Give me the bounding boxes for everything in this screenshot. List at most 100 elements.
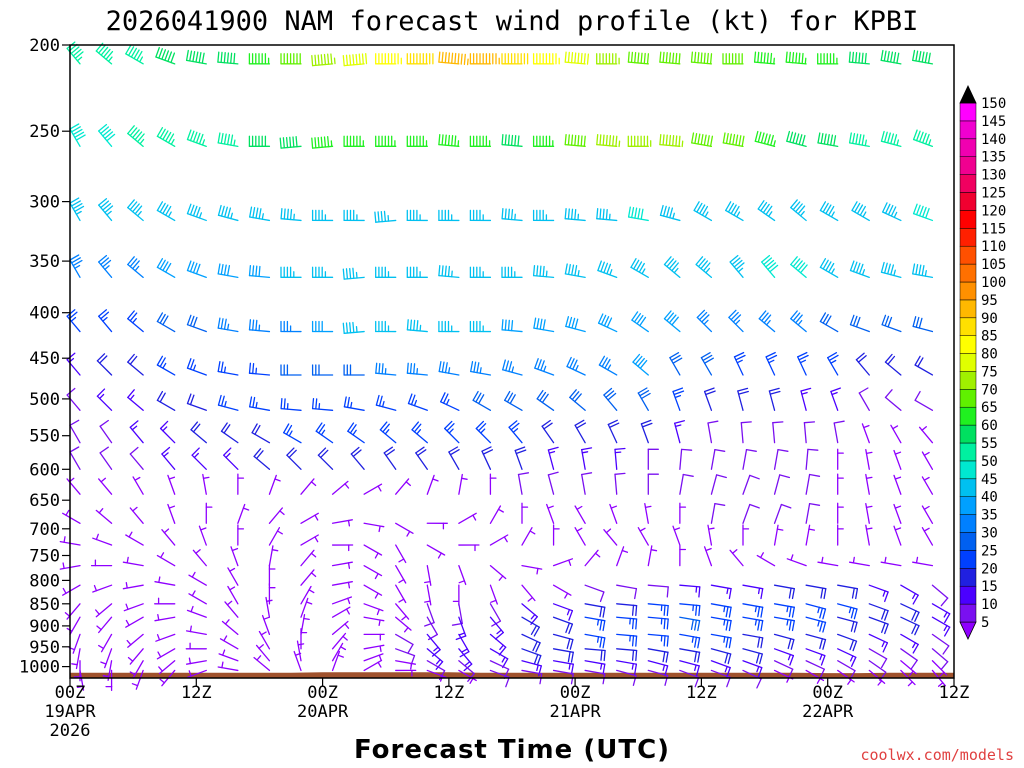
wind-barb	[268, 507, 285, 524]
wind-barb	[395, 603, 410, 621]
wind-barb	[129, 446, 144, 470]
legend-label: 120	[981, 203, 1006, 219]
wind-barb	[827, 352, 839, 376]
legend-swatch	[959, 138, 977, 157]
legend-swatch	[959, 192, 977, 211]
wind-barb	[565, 316, 586, 333]
wind-barb	[98, 633, 113, 653]
wind-barb	[616, 660, 638, 675]
wind-barb	[659, 133, 684, 148]
wind-barb	[217, 132, 239, 147]
wind-barb	[508, 420, 523, 444]
wind-barb	[912, 203, 934, 222]
wind-barb	[311, 53, 336, 67]
wind-barb	[900, 648, 918, 670]
wind-barb	[616, 633, 638, 647]
wind-barb	[300, 534, 319, 546]
wind-barb	[564, 263, 586, 278]
wind-barb	[900, 603, 920, 622]
wind-barb	[280, 53, 302, 65]
wind-barb	[100, 648, 113, 669]
wind-barb	[893, 525, 902, 546]
ground-layer	[70, 672, 954, 678]
wind-barb	[167, 474, 176, 495]
wind-barb	[533, 317, 555, 333]
wind-barb	[742, 448, 757, 470]
wind-barb	[647, 660, 669, 677]
wind-barb	[126, 633, 144, 648]
wind-barb	[552, 524, 560, 546]
y-tick-label: 250	[29, 122, 60, 142]
wind-barb	[597, 260, 618, 278]
wind-barb	[882, 202, 902, 222]
legend-swatch	[959, 371, 977, 390]
wind-barb	[458, 512, 477, 524]
wind-barb	[501, 266, 523, 278]
legend-label: 90	[981, 311, 998, 327]
wind-barb	[280, 208, 302, 222]
wind-barb	[186, 669, 207, 678]
wind-barb	[564, 51, 590, 65]
wind-barb	[773, 603, 795, 618]
wind-barb	[296, 640, 305, 662]
legend-label: 140	[981, 132, 1006, 148]
y-tick-label: 200	[29, 36, 60, 56]
wind-barb	[458, 633, 470, 658]
y-tick-label: 900	[29, 617, 60, 637]
wind-barb	[426, 648, 444, 670]
wind-barb	[363, 564, 383, 580]
wind-barb	[742, 633, 764, 649]
wind-barb	[129, 506, 144, 524]
wind-barb	[521, 616, 540, 637]
legend-label: 15	[981, 579, 998, 595]
wind-barb	[217, 661, 239, 672]
wind-barb	[912, 263, 934, 278]
wind-barb	[837, 633, 858, 652]
wind-barb	[756, 552, 776, 567]
wind-barb	[220, 422, 239, 444]
x-tick-label: 12Z	[686, 683, 717, 703]
wind-barb	[69, 254, 83, 278]
wind-barb	[805, 524, 816, 546]
legend-swatch	[959, 85, 977, 104]
wind-barb	[167, 503, 176, 524]
wind-barb	[198, 525, 207, 546]
legend-label: 75	[981, 364, 998, 380]
wind-barb	[185, 625, 207, 636]
wind-barb	[773, 616, 795, 632]
wind-barb	[253, 655, 271, 672]
wind-barb	[185, 657, 207, 665]
wind-barb	[517, 472, 530, 495]
wind-barb	[501, 133, 523, 147]
wind-barb	[122, 581, 144, 590]
wind-barb	[502, 359, 523, 376]
wind-barb	[186, 393, 207, 411]
wind-barb	[127, 256, 144, 278]
wind-barb	[395, 616, 412, 633]
wind-barb	[765, 351, 778, 376]
wind-barb	[546, 503, 555, 524]
wind-barb	[547, 446, 559, 470]
wind-barb	[424, 564, 432, 586]
wind-barb	[837, 648, 857, 667]
wind-barb	[921, 476, 934, 495]
wind-barb	[438, 133, 460, 147]
legend-swatch	[959, 335, 977, 354]
wind-barb	[584, 603, 606, 618]
wind-barb	[156, 258, 176, 278]
wind-barb	[868, 660, 887, 682]
wind-barb	[637, 527, 649, 546]
wind-barb	[710, 603, 732, 618]
wind-barb	[679, 616, 701, 632]
wind-barb	[805, 648, 826, 666]
legend-swatch	[959, 299, 977, 319]
x-tick-label: 00Z	[560, 683, 591, 703]
legend-label: 20	[981, 561, 998, 577]
wind-barb	[154, 576, 176, 586]
wind-barb	[890, 424, 902, 444]
wind-barb	[286, 447, 302, 470]
wind-barb	[186, 260, 207, 278]
wind-barb	[790, 310, 807, 333]
y-tick-label: 950	[29, 638, 60, 658]
wind-barb	[663, 256, 681, 278]
